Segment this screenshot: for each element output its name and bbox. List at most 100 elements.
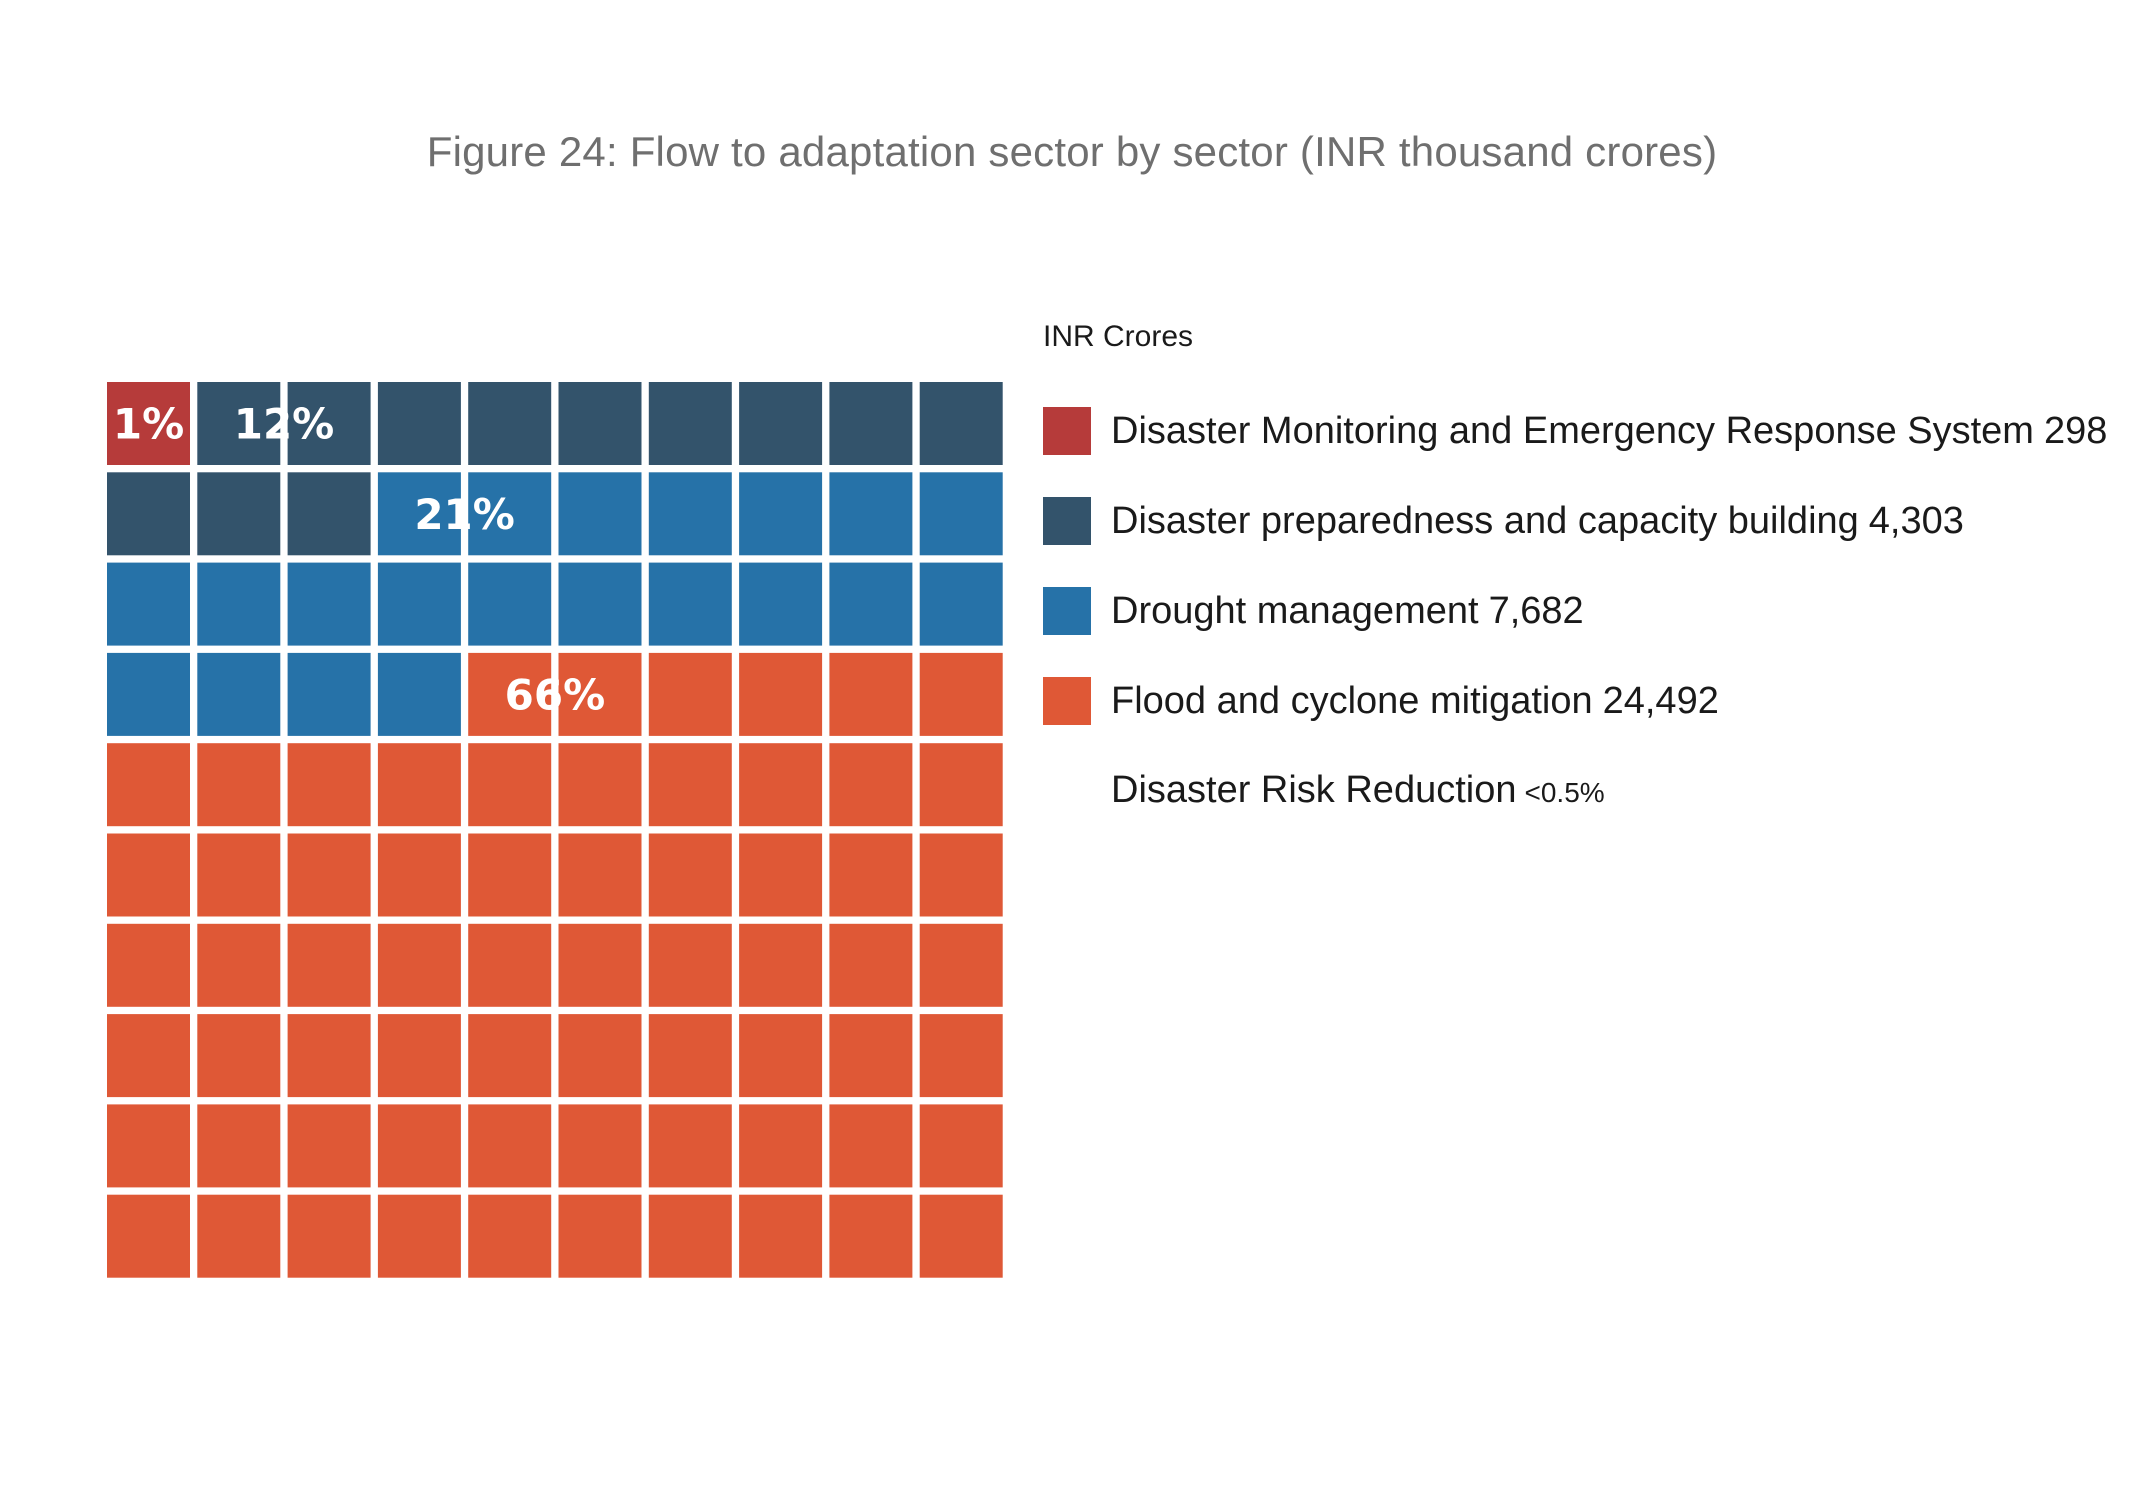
waffle-square <box>287 1104 371 1188</box>
waffle-square <box>468 1014 552 1098</box>
waffle-square <box>197 652 281 736</box>
waffle-cells <box>107 382 1003 1278</box>
waffle-square <box>558 652 642 736</box>
waffle-square <box>829 1194 913 1278</box>
waffle-square <box>377 833 461 917</box>
waffle-square <box>107 833 190 917</box>
waffle-square <box>739 652 823 736</box>
percent-label: 12% <box>234 400 335 449</box>
waffle-square <box>648 562 732 646</box>
waffle-square <box>829 562 913 646</box>
legend-series-name: Disaster preparedness and capacity build… <box>1111 500 1859 542</box>
waffle-square <box>558 382 642 465</box>
legend: Disaster Monitoring and Emergency Respon… <box>1043 407 2107 767</box>
waffle-square <box>287 472 371 556</box>
waffle-square <box>377 472 461 556</box>
waffle-square <box>197 1194 281 1278</box>
waffle-square <box>377 652 461 736</box>
waffle-square <box>919 923 1003 1007</box>
legend-series-value: 7,682 <box>1488 590 1584 632</box>
waffle-square <box>648 1014 732 1098</box>
waffle-square <box>739 1104 823 1188</box>
legend-item-flood-cyclone: Flood and cyclone mitigation 24,492 <box>1043 677 2107 767</box>
waffle-square <box>107 1194 190 1278</box>
waffle-square <box>739 472 823 556</box>
waffle-square <box>739 923 823 1007</box>
waffle-square <box>739 743 823 827</box>
waffle-square <box>648 382 732 465</box>
waffle-square <box>648 833 732 917</box>
legend-item-disaster-preparedness: Disaster preparedness and capacity build… <box>1043 497 2107 587</box>
percent-label: 1% <box>113 400 184 449</box>
waffle-square <box>107 743 190 827</box>
waffle-square <box>377 743 461 827</box>
waffle-square <box>829 472 913 556</box>
waffle-square <box>107 382 190 465</box>
legend-series-value: 298 <box>2043 410 2108 452</box>
waffle-square <box>558 1104 642 1188</box>
waffle-square <box>377 1014 461 1098</box>
waffle-square <box>377 1104 461 1188</box>
legend-note-value: <0.5% <box>1524 777 1605 808</box>
waffle-square <box>648 472 732 556</box>
waffle-square <box>287 1194 371 1278</box>
waffle-square <box>739 833 823 917</box>
waffle-square <box>558 1014 642 1098</box>
waffle-square <box>197 743 281 827</box>
waffle-square <box>648 1104 732 1188</box>
waffle-square <box>287 1014 371 1098</box>
percent-label: 66% <box>505 670 606 719</box>
waffle-square <box>287 652 371 736</box>
legend-swatch <box>1043 497 1091 545</box>
waffle-square <box>558 743 642 827</box>
waffle-square <box>197 562 281 646</box>
waffle-square <box>919 1104 1003 1188</box>
legend-note-name: Disaster Risk Reduction <box>1111 769 1517 811</box>
waffle-square <box>919 382 1003 465</box>
waffle-square <box>648 923 732 1007</box>
percent-label: 21% <box>414 490 515 539</box>
waffle-square <box>377 382 461 465</box>
waffle-square <box>648 743 732 827</box>
legend-series-name: Disaster Monitoring and Emergency Respon… <box>1111 410 2034 452</box>
waffle-square <box>739 562 823 646</box>
waffle-square <box>377 1194 461 1278</box>
waffle-square <box>739 1014 823 1098</box>
waffle-square <box>558 562 642 646</box>
waffle-square <box>287 562 371 646</box>
legend-series-name: Flood and cyclone mitigation <box>1111 680 1593 722</box>
waffle-square <box>197 472 281 556</box>
waffle-square <box>107 652 190 736</box>
waffle-square <box>377 923 461 1007</box>
waffle-square <box>558 1194 642 1278</box>
waffle-square <box>919 562 1003 646</box>
waffle-square <box>919 1194 1003 1278</box>
waffle-square <box>197 833 281 917</box>
legend-swatch <box>1043 407 1091 455</box>
waffle-square <box>468 562 552 646</box>
waffle-square <box>287 923 371 1007</box>
waffle-square <box>919 1014 1003 1098</box>
waffle-square <box>739 1194 823 1278</box>
waffle-square <box>287 382 371 465</box>
waffle-square <box>558 472 642 556</box>
waffle-square <box>919 833 1003 917</box>
waffle-square <box>107 923 190 1007</box>
legend-unit-label: INR Crores <box>1043 320 1194 353</box>
waffle-square <box>829 833 913 917</box>
waffle-square <box>648 652 732 736</box>
waffle-square <box>468 1104 552 1188</box>
waffle-square <box>468 833 552 917</box>
waffle-square <box>197 382 281 465</box>
waffle-square <box>468 382 552 465</box>
waffle-square <box>468 923 552 1007</box>
waffle-square <box>287 743 371 827</box>
waffle-square <box>107 1104 190 1188</box>
waffle-square <box>468 1194 552 1278</box>
chart-title: Figure 24: Flow to adaptation sector by … <box>426 128 1718 175</box>
waffle-square <box>197 1104 281 1188</box>
legend-series-value: 4,303 <box>1868 500 1964 542</box>
legend-swatch <box>1043 587 1091 635</box>
waffle-square <box>197 1014 281 1098</box>
waffle-square <box>829 382 913 465</box>
